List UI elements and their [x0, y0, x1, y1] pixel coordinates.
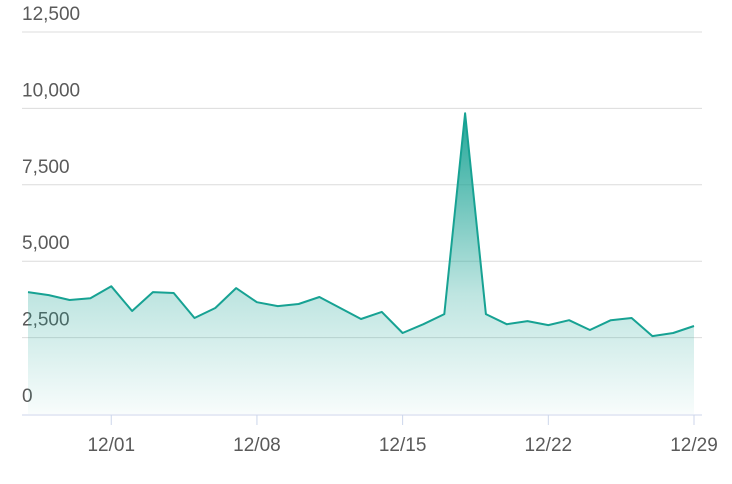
x-tick-label: 12/08 — [233, 435, 281, 456]
y-tick-label: 0 — [22, 386, 33, 407]
y-tick-label: 5,000 — [22, 233, 70, 254]
y-tick-label: 10,000 — [22, 80, 80, 101]
area-fill — [28, 113, 694, 415]
x-tick-label: 12/15 — [379, 435, 427, 456]
x-tick-label: 12/01 — [87, 435, 135, 456]
x-tick-label: 12/29 — [670, 435, 718, 456]
y-tick-label: 12,500 — [22, 4, 80, 25]
area-line — [27, 112, 695, 338]
y-tick-label: 7,500 — [22, 157, 70, 178]
x-tick-label: 12/22 — [525, 435, 573, 456]
